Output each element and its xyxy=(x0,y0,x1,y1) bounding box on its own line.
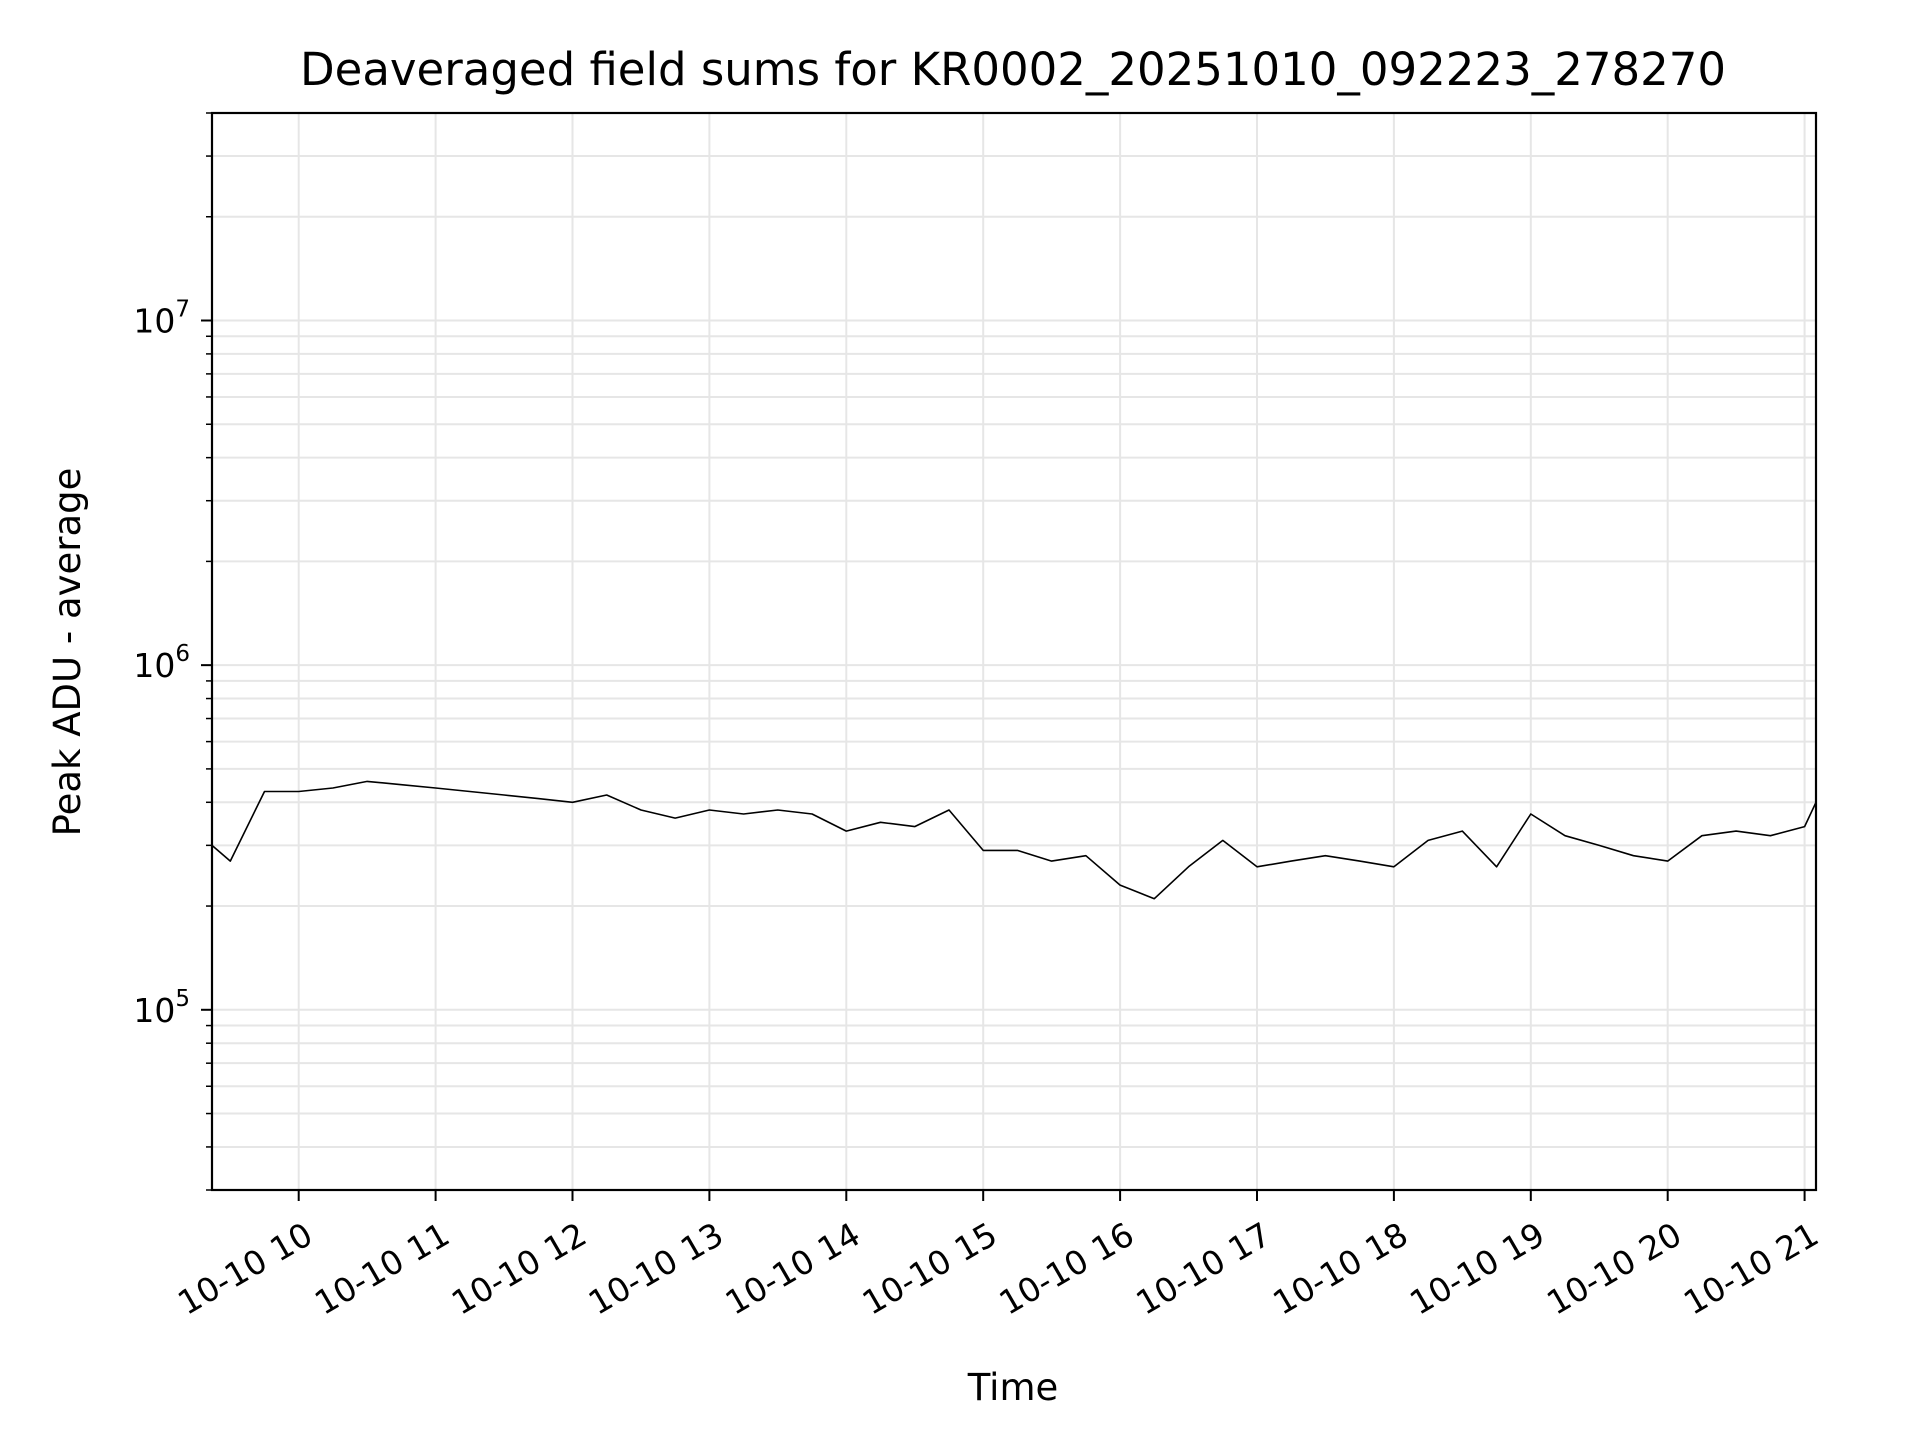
x-axis-label: Time xyxy=(967,1366,1059,1409)
y-tick-label: 107 xyxy=(133,296,190,340)
plot-area-frame xyxy=(210,111,1818,1192)
y-axis-label: Peak ADU - average xyxy=(46,468,89,837)
y-tick-label: 105 xyxy=(133,986,190,1030)
y-axis: 105 106 107 xyxy=(133,112,212,1191)
series-group xyxy=(211,780,1817,900)
chart-title: Deaveraged field sums for KR0002_2025101… xyxy=(300,43,1726,96)
series-line xyxy=(211,780,1817,900)
y-tick-label: 106 xyxy=(133,641,190,685)
grid xyxy=(212,112,1816,1191)
